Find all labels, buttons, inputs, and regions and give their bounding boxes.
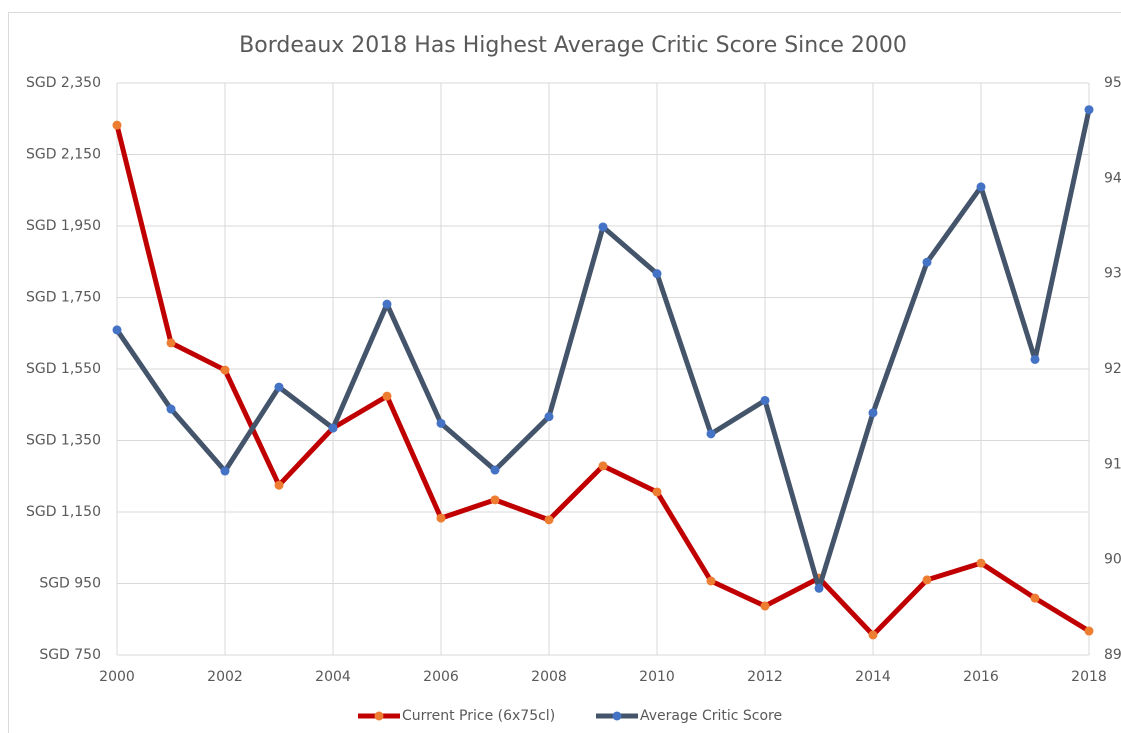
chart-title: Bordeaux 2018 Has Highest Average Critic… (239, 33, 907, 58)
marker (652, 269, 662, 279)
marker (328, 423, 338, 433)
marker (436, 418, 446, 428)
marker (976, 558, 986, 568)
marker (598, 222, 608, 232)
y-tick-label: SGD 1,150 (26, 504, 101, 520)
x-tick-label: 2010 (639, 669, 675, 685)
x-tick-label: 2014 (855, 669, 891, 685)
legend-label: Average Critic Score (640, 708, 782, 724)
marker (706, 576, 716, 586)
legend-marker (374, 711, 384, 721)
marker (1030, 354, 1040, 364)
y-tick-label: SGD 2,350 (26, 75, 101, 91)
marker (922, 575, 932, 585)
marker (544, 515, 554, 525)
y2-tick-label: 92 (1104, 361, 1121, 377)
x-tick-label: 2002 (207, 669, 243, 685)
marker (868, 408, 878, 418)
marker (490, 495, 500, 505)
x-tick-label: 2000 (99, 669, 135, 685)
marker (490, 465, 500, 475)
marker (220, 466, 230, 476)
marker (760, 395, 770, 405)
y2-tick-label: 94 (1104, 170, 1121, 186)
x-tick-label: 2016 (963, 669, 999, 685)
y-tick-label: SGD 2,150 (26, 147, 101, 163)
marker (382, 391, 392, 401)
marker (112, 325, 122, 335)
y-tick-label: SGD 1,550 (26, 361, 101, 377)
marker (760, 601, 770, 611)
marker (166, 338, 176, 348)
legend-label: Current Price (6x75cl) (402, 708, 555, 724)
marker (976, 182, 986, 192)
y2-tick-label: 89 (1104, 647, 1121, 663)
marker (544, 412, 554, 422)
marker (274, 382, 284, 392)
marker (814, 583, 824, 593)
marker (436, 513, 446, 523)
x-tick-label: 2006 (423, 669, 459, 685)
y2-tick-label: 95 (1104, 75, 1121, 91)
marker (166, 404, 176, 414)
legend-marker (612, 711, 622, 721)
marker (868, 630, 878, 640)
marker (112, 120, 122, 130)
marker (922, 257, 932, 267)
x-tick-label: 2008 (531, 669, 567, 685)
marker (652, 487, 662, 497)
marker (598, 461, 608, 471)
y2-tick-label: 90 (1104, 552, 1121, 568)
chart-border (8, 12, 1121, 733)
x-tick-label: 2018 (1071, 669, 1107, 685)
y-tick-label: SGD 1,750 (26, 290, 101, 306)
marker (274, 480, 284, 490)
marker (1084, 105, 1094, 115)
marker (1030, 593, 1040, 603)
marker (1084, 626, 1094, 636)
marker (706, 429, 716, 439)
x-tick-label: 2004 (315, 669, 351, 685)
y-tick-label: SGD 950 (39, 576, 101, 592)
x-tick-label: 2012 (747, 669, 783, 685)
y-tick-label: SGD 1,950 (26, 218, 101, 234)
y-tick-label: SGD 750 (39, 647, 101, 663)
y-tick-label: SGD 1,350 (26, 433, 101, 449)
y2-tick-label: 93 (1104, 266, 1121, 282)
y2-tick-label: 91 (1104, 456, 1121, 472)
marker (220, 365, 230, 375)
marker (382, 299, 392, 309)
